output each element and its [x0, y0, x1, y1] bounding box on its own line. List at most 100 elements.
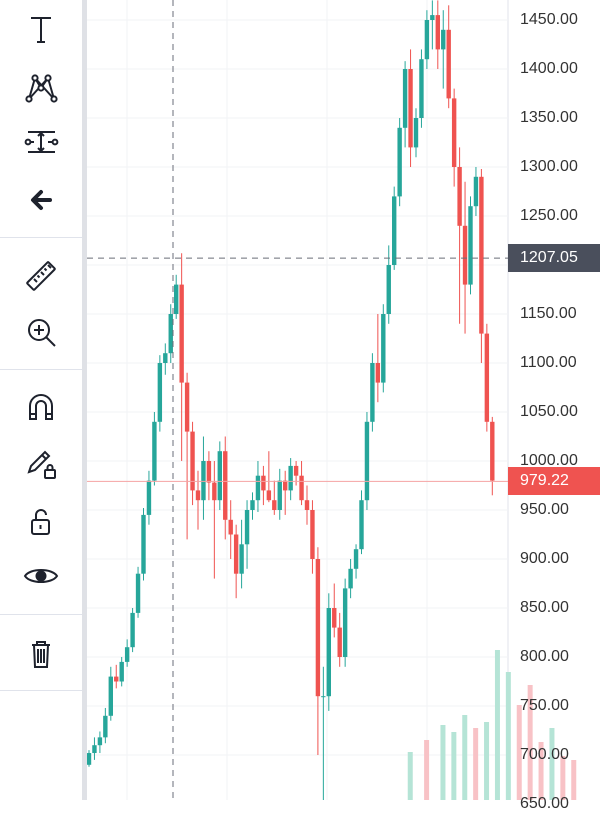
measure-button[interactable]: [0, 254, 82, 298]
candle-body: [332, 608, 337, 628]
pattern-tool-button[interactable]: [0, 64, 82, 108]
volume-bar: [560, 756, 566, 800]
stay-in-drawing-mode-button[interactable]: [0, 440, 82, 484]
price-tick-label: 650.00: [520, 795, 569, 812]
drawing-toolbar: [0, 0, 82, 800]
candle-body: [424, 20, 430, 60]
candle-body: [402, 69, 408, 128]
candle-body: [152, 421, 157, 481]
candle-body: [233, 534, 239, 574]
candle-body: [446, 29, 451, 99]
candle-body: [174, 284, 179, 314]
candle-body: [375, 363, 381, 383]
candle-body: [359, 500, 364, 550]
price-tick-label: 900.00: [520, 550, 569, 567]
candle-body: [310, 510, 315, 559]
price-tick-label: 1150.00: [520, 305, 577, 322]
candle-body: [353, 549, 359, 569]
trash-icon: [32, 641, 50, 668]
pattern-icon: [25, 74, 58, 103]
candle-body: [141, 514, 146, 574]
candle-body: [408, 69, 413, 148]
prediction-tool-button[interactable]: [0, 120, 82, 164]
volume-bar: [462, 715, 468, 800]
price-tick-label: 800.00: [520, 648, 569, 665]
price-tick-label: 1400.00: [520, 60, 578, 77]
text-icon: [31, 17, 51, 43]
candle-body: [326, 608, 331, 697]
candle-body: [86, 753, 92, 765]
arrow-left-icon: [31, 190, 52, 210]
text-tool-button[interactable]: [0, 8, 82, 52]
candle-body: [283, 480, 288, 491]
price-tick-label: 1100.00: [520, 354, 577, 371]
lock-drawings-button[interactable]: [0, 498, 82, 542]
candle-body: [342, 588, 348, 657]
candle-body: [304, 500, 310, 510]
candle-body: [217, 451, 222, 501]
magnet-button[interactable]: [0, 384, 82, 428]
candle-body: [244, 510, 250, 545]
zoom-in-icon: [28, 319, 56, 347]
candle-body: [266, 490, 272, 501]
volume-bar: [538, 742, 544, 800]
candle-body: [430, 15, 435, 20]
volume-bar: [407, 752, 413, 800]
volume-bar: [473, 728, 479, 800]
candle-body: [206, 461, 212, 483]
candle-body: [386, 265, 391, 314]
candle-body: [195, 490, 201, 501]
volume-bar: [440, 725, 446, 800]
price-chart[interactable]: [86, 0, 600, 805]
back-button[interactable]: [0, 178, 82, 222]
price-tick-label: 1300.00: [520, 158, 578, 175]
pencil-lock-icon: [27, 450, 56, 479]
candle-body: [163, 353, 168, 363]
candle-body: [370, 363, 375, 422]
candle-body: [479, 176, 484, 334]
candle-body: [299, 475, 304, 501]
zoom-in-button[interactable]: [0, 310, 82, 354]
candle-body: [484, 333, 490, 422]
candle-body: [239, 544, 244, 574]
volume-bar: [571, 760, 577, 800]
volume-bar: [516, 705, 522, 800]
candle-body: [92, 745, 97, 754]
candle-body: [277, 480, 282, 510]
candle-body: [364, 421, 370, 501]
volume-bar: [505, 672, 511, 800]
candle-body: [315, 559, 321, 697]
candle-body: [288, 465, 293, 491]
price-tick-label: 750.00: [520, 697, 569, 714]
candle-body: [255, 475, 261, 501]
candle-body: [108, 676, 113, 716]
toolbar-separator: [0, 614, 82, 615]
candle-body: [124, 647, 130, 662]
candle-body: [157, 363, 163, 422]
price-tick-label: 1050.00: [520, 403, 578, 420]
volume-bar: [424, 740, 430, 800]
ruler-icon: [26, 261, 56, 291]
hide-drawings-button[interactable]: [0, 554, 82, 598]
magnet-icon: [29, 394, 53, 420]
candle-body: [119, 661, 124, 682]
price-tick-label: 950.00: [520, 501, 569, 518]
candle-body: [272, 500, 277, 510]
candlestick-chart[interactable]: [86, 0, 600, 805]
candle-body: [321, 696, 326, 698]
candle-body: [462, 225, 468, 285]
candle-body: [435, 15, 440, 50]
candle-body: [392, 196, 397, 265]
toolbar-separator: [0, 369, 82, 370]
volume-bar: [494, 650, 500, 800]
lock-open-icon: [31, 509, 50, 535]
candle-body: [348, 568, 353, 589]
candle-body: [473, 176, 479, 207]
price-tick-label: 1250.00: [520, 207, 578, 224]
price-tick-label: 1000.00: [520, 452, 578, 469]
candle-body: [146, 480, 152, 515]
price-axis[interactable]: 1450.001400.001350.001300.001250.001200.…: [508, 0, 600, 812]
remove-drawings-button[interactable]: [0, 632, 82, 676]
crosshair-price-tag: 1207.05: [508, 244, 600, 273]
price-tick-label: 1350.00: [520, 109, 578, 126]
